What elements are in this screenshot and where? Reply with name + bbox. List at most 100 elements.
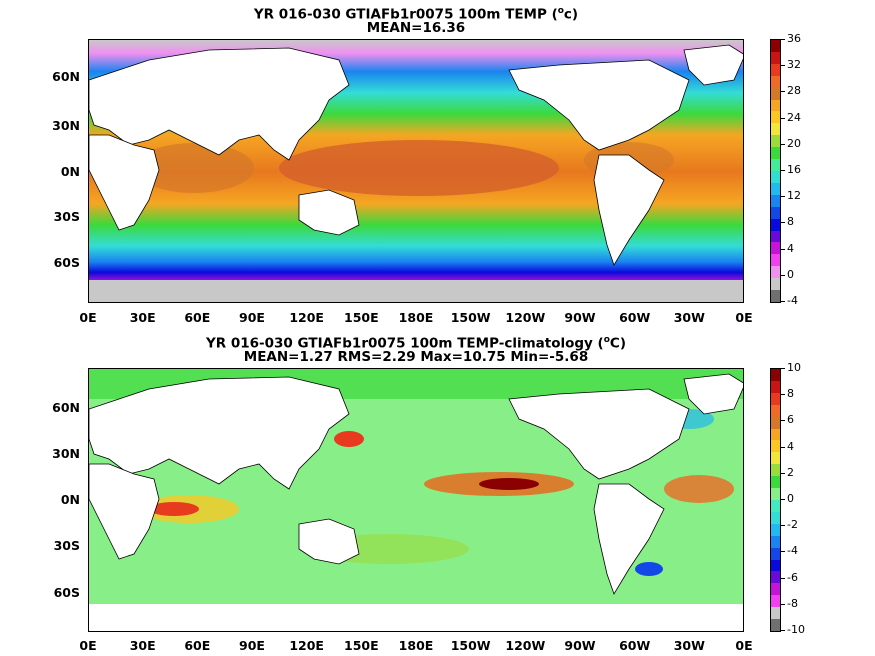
colorbar-tick xyxy=(781,65,785,67)
colorbar-swatch xyxy=(771,147,780,160)
colorbar-swatch xyxy=(771,380,780,393)
colorbar-label: 6 xyxy=(787,413,794,427)
panel2-lon-label: 90E xyxy=(239,638,265,653)
north-america xyxy=(508,59,690,151)
panel2-lon-label: 150W xyxy=(450,638,491,653)
panel1-lon-label: 150E xyxy=(344,310,379,325)
colorbar-tick xyxy=(781,248,785,250)
panel2-lon-label: 90W xyxy=(564,638,596,653)
colorbar-swatch xyxy=(771,218,780,231)
colorbar-tick xyxy=(781,39,785,40)
colorbar-swatch xyxy=(771,254,780,267)
panel2-lon-label: 30E xyxy=(129,638,156,653)
panel1-lat-30S: 30S xyxy=(53,209,80,224)
panel2-anomaly-map xyxy=(88,368,744,632)
colorbar-tick xyxy=(781,368,785,369)
colorbar-label: 24 xyxy=(787,110,801,124)
panel1-lon-label: 30E xyxy=(129,310,156,325)
colorbar-swatch xyxy=(771,452,780,465)
colorbar-tick xyxy=(781,117,785,119)
panel1-lon-label: 60E xyxy=(184,310,211,325)
colorbar-swatch xyxy=(771,99,780,112)
colorbar-label: 8 xyxy=(787,215,794,229)
colorbar-swatch xyxy=(771,535,780,548)
colorbar-tick xyxy=(781,222,785,224)
colorbar-label: 32 xyxy=(787,58,801,72)
panel2-lon-label: 60W xyxy=(619,638,651,653)
colorbar-swatch xyxy=(771,75,780,88)
colorbar-swatch xyxy=(771,194,780,207)
panel1-lat-0N: 0N xyxy=(60,164,80,179)
colorbar-swatch xyxy=(771,440,780,453)
colorbar-swatch xyxy=(771,242,780,255)
colorbar-swatch xyxy=(771,392,780,405)
panel1-lat-60N: 60N xyxy=(52,69,80,84)
colorbar-label: -6 xyxy=(787,570,798,584)
colorbar-swatch xyxy=(771,182,780,195)
colorbar-tick xyxy=(781,472,785,474)
south-atlantic-cold xyxy=(635,562,663,576)
colorbar-label: 0 xyxy=(787,492,794,505)
panel1-lon-label: 120W xyxy=(505,310,546,325)
panel2-lat-0N: 0N xyxy=(60,492,80,507)
panel2-lon-label: 120W xyxy=(505,638,546,653)
colorbar-swatch xyxy=(771,404,780,417)
colorbar-label: 10 xyxy=(787,361,801,374)
colorbar-label: 4 xyxy=(787,241,794,255)
panel2-lon-label: 0E xyxy=(735,638,753,653)
panel1-lon-label: 90W xyxy=(564,310,596,325)
panel1-lon-label: 150W xyxy=(450,310,491,325)
colorbar-swatch xyxy=(771,230,780,243)
colorbar-swatch xyxy=(771,206,780,219)
colorbar-swatch xyxy=(771,87,780,100)
australia xyxy=(298,189,360,236)
colorbar-swatch xyxy=(771,559,780,572)
colorbar-tick xyxy=(781,577,785,579)
panel1-lon-label: 0E xyxy=(79,310,97,325)
greenland xyxy=(683,44,743,86)
colorbar-swatch xyxy=(771,266,780,279)
panel2-lon-label: 0E xyxy=(79,638,97,653)
panel2-lat-30N: 30N xyxy=(52,446,80,461)
colorbar-label: 8 xyxy=(787,387,794,401)
south-america xyxy=(593,154,665,266)
colorbar-label: -4 xyxy=(787,544,798,558)
colorbar-tick xyxy=(781,420,785,422)
panel2-lon-label: 180E xyxy=(398,638,434,653)
colorbar-label: -4 xyxy=(787,294,798,307)
colorbar-label: 20 xyxy=(787,136,801,150)
colorbar-tick xyxy=(781,630,785,631)
colorbar-swatch xyxy=(771,111,780,124)
antarctica xyxy=(89,280,743,302)
indian-warm-region xyxy=(134,143,254,193)
colorbar-tick xyxy=(781,499,785,500)
panel1-lon-label: 120E xyxy=(289,310,324,325)
panel1-title-line1: YR 016-030 GTIAFb1r0075 100m TEMP (oc) xyxy=(253,6,579,23)
colorbar-swatch xyxy=(771,547,780,560)
colorbar-swatch xyxy=(771,63,780,76)
panel1-lat-30N: 30N xyxy=(52,118,80,133)
colorbar-swatch xyxy=(771,428,780,441)
colorbar-label: -2 xyxy=(787,518,798,532)
panel1-lat-60S: 60S xyxy=(53,255,80,270)
colorbar-tick xyxy=(781,446,785,448)
colorbar-swatch xyxy=(771,159,780,171)
colorbar-label: -8 xyxy=(787,596,798,610)
colorbar-tick xyxy=(781,91,785,93)
colorbar-label: 36 xyxy=(787,32,801,45)
panel2-lon-label: 30W xyxy=(673,638,705,653)
colorbar-tick xyxy=(781,274,785,276)
africa xyxy=(89,134,160,231)
atlantic-anomaly xyxy=(664,475,734,503)
colorbar-swatch xyxy=(771,476,780,489)
colorbar-swatch xyxy=(771,488,780,500)
colorbar-swatch xyxy=(771,278,780,291)
colorbar-label: 0 xyxy=(787,267,794,281)
colorbar-tick xyxy=(781,196,785,198)
colorbar-swatch xyxy=(771,170,780,183)
panel2-title-line1: YR 016-030 GTIAFb1r0075 100m TEMP-climat… xyxy=(205,335,626,352)
panel1-lon-label: 180E xyxy=(398,310,434,325)
panel1-lon-label: 30W xyxy=(673,310,705,325)
colorbar-swatch xyxy=(771,290,780,302)
panel2-lat-60N: 60N xyxy=(52,400,80,415)
